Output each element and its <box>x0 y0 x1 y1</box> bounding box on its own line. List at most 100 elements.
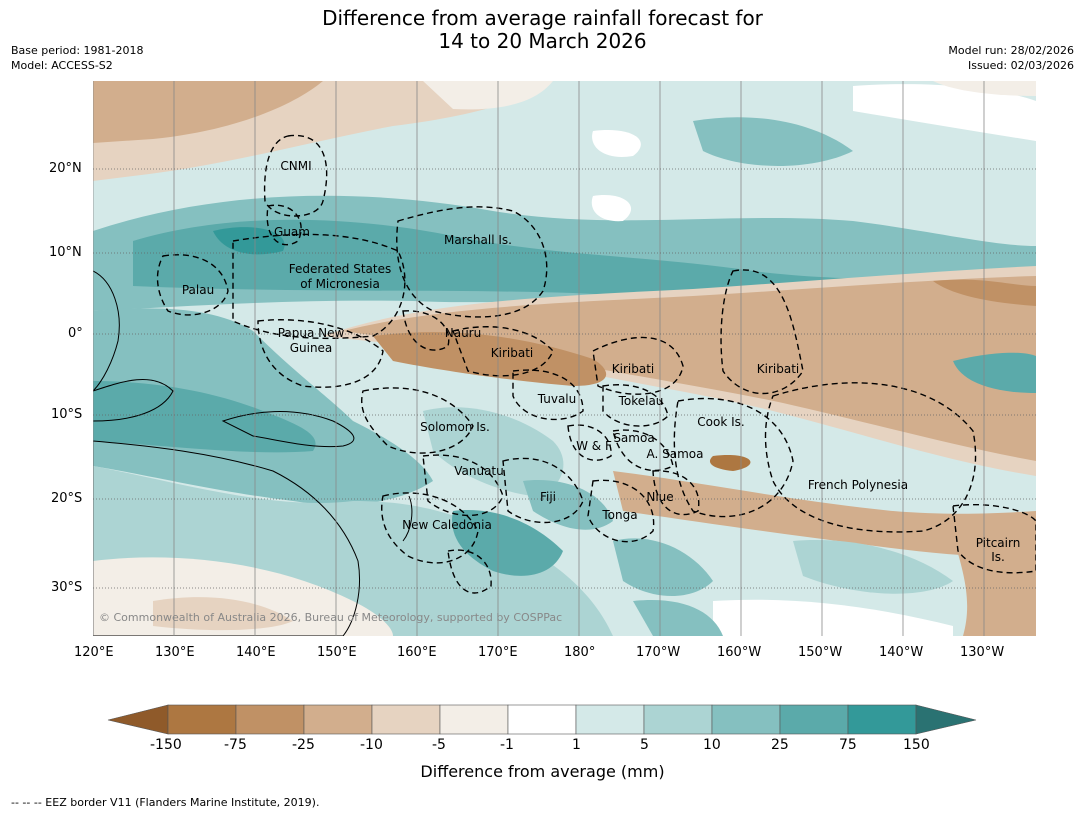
eez-marshall <box>396 206 548 318</box>
wet-band-north-core <box>133 219 923 301</box>
latitude-grid <box>93 168 1036 589</box>
colorbar-label: 1 <box>572 737 581 753</box>
lat-label-10n: 10°N <box>49 245 82 260</box>
colorbar-label: 25 <box>771 737 789 753</box>
wet-patch-coral-sea <box>423 407 564 496</box>
lon-label-170e: 170°E <box>478 645 518 660</box>
label-png-2: Guinea <box>290 341 333 355</box>
colorbar-label: -5 <box>432 737 446 753</box>
dry-band-south <box>613 471 1036 557</box>
wet-patch-fiji <box>523 480 613 530</box>
australia-outline <box>93 440 361 636</box>
label-cnmi: CNMI <box>280 159 311 173</box>
colorbar <box>107 704 977 735</box>
label-tonga: Tonga <box>601 508 637 522</box>
colorbar-label: 5 <box>640 737 649 753</box>
colorbar-label: -1 <box>500 737 514 753</box>
rainfall-anomaly-map: CNMI Guam Marshall Is. Federated States … <box>93 81 1036 636</box>
eez-fiji <box>502 457 584 524</box>
lon-label-170w: 170°W <box>636 645 681 660</box>
new-guinea-outline <box>221 411 355 448</box>
colorbar-cell <box>847 704 917 735</box>
colorbar-cell <box>779 704 849 735</box>
colorbar-label: 75 <box>839 737 857 753</box>
label-kiribati-east: Kiribati <box>757 362 799 376</box>
label-cook: Cook Is. <box>697 415 744 429</box>
wet-patch-east <box>953 352 1036 393</box>
label-marshall: Marshall Is. <box>444 233 512 247</box>
label-fiji: Fiji <box>540 490 556 504</box>
meta-right: Model run: 28/02/2026 Issued: 02/03/2026 <box>948 43 1074 73</box>
colorbar-label: -75 <box>224 737 247 753</box>
label-new-caledonia: New Caledonia <box>402 518 492 532</box>
copyright-notice: © Commonwealth of Australia 2026, Bureau… <box>99 611 562 624</box>
lon-label-150e: 150°E <box>317 645 357 660</box>
eez-new-caledonia <box>381 492 479 564</box>
dry-tongue-core-east <box>933 279 1036 306</box>
lat-label-10s: 10°S <box>51 407 83 422</box>
light-dry-ne <box>933 81 1036 96</box>
wet-core-micronesia <box>213 227 285 255</box>
label-niue: Niue <box>646 490 673 504</box>
lon-label-130e: 130°E <box>155 645 195 660</box>
label-tokelau: Tokelau <box>618 394 664 408</box>
dry-region-north-core <box>93 81 323 143</box>
white-patch-1 <box>592 130 641 157</box>
colorbar-cell <box>303 704 373 735</box>
lon-label-140e: 140°E <box>236 645 276 660</box>
eez-french-polynesia <box>764 382 977 533</box>
dry-patch-pitcairn <box>953 530 1036 636</box>
lat-label-0: 0° <box>68 326 83 341</box>
label-micronesia-1: Federated States <box>289 262 391 276</box>
eez-micronesia <box>232 233 406 340</box>
colorbar-label: 150 <box>903 737 930 753</box>
new-caledonia-outline <box>402 495 413 542</box>
title-line-1: Difference from average rainfall forecas… <box>322 6 763 30</box>
lon-label-160e: 160°E <box>397 645 437 660</box>
lat-label-20s: 20°S <box>51 491 83 506</box>
colorbar-cell <box>575 704 645 735</box>
colorbar-cell <box>439 704 509 735</box>
issued-label: Issued: 02/03/2026 <box>967 59 1074 72</box>
lon-label-180: 180° <box>564 645 596 660</box>
eez-borders <box>156 134 1036 594</box>
eez-legend-note: -- -- -- EEZ border V11 (Flanders Marine… <box>11 796 320 809</box>
eez-tuvalu <box>512 369 584 421</box>
colorbar-label: -10 <box>360 737 383 753</box>
eez-cook <box>673 397 794 518</box>
label-palau: Palau <box>182 283 214 297</box>
label-samoa: Samoa <box>613 431 654 445</box>
wet-region-west-core <box>93 381 316 453</box>
eez-cnmi <box>263 134 328 217</box>
title-line-2: 14 to 20 March 2026 <box>438 29 647 53</box>
model-run-label: Model run: 28/02/2026 <box>948 44 1074 57</box>
label-kiribati-central: Kiribati <box>612 362 654 376</box>
label-guam: Guam <box>274 225 310 239</box>
label-wallis-futuna: W & F <box>576 439 612 453</box>
wet-patch-tonga <box>613 538 713 596</box>
eez-solomon <box>361 387 474 454</box>
wet-patch-hawaii <box>693 117 853 166</box>
dry-patch-southwest <box>153 597 293 631</box>
eez-tonga <box>587 479 655 543</box>
label-vanuatu: Vanuatu <box>454 464 504 478</box>
lon-label-140w: 140°W <box>879 645 924 660</box>
colorbar-label: -150 <box>150 737 182 753</box>
colorbar-extend-high <box>915 704 977 735</box>
label-american-samoa: A. Samoa <box>647 447 704 461</box>
colorbar-cell <box>235 704 305 735</box>
eez-png <box>257 319 384 388</box>
wet-patch-south-central <box>793 540 953 594</box>
wet-patch-south <box>633 600 723 636</box>
eez-tokelau <box>602 384 669 427</box>
label-solomon: Solomon Is. <box>420 420 490 434</box>
eez-nauru <box>402 310 450 351</box>
white-patch-2 <box>591 195 632 222</box>
white-patch-ne <box>853 84 1036 141</box>
lat-label-30s: 30°S <box>51 580 83 595</box>
eez-palau <box>156 254 229 316</box>
dry-region-north-light <box>423 81 553 110</box>
borneo-sulawesi-outline <box>93 378 174 422</box>
wet-patch-vanuatu <box>452 510 563 576</box>
colorbar-title: Difference from average (mm) <box>420 762 665 781</box>
